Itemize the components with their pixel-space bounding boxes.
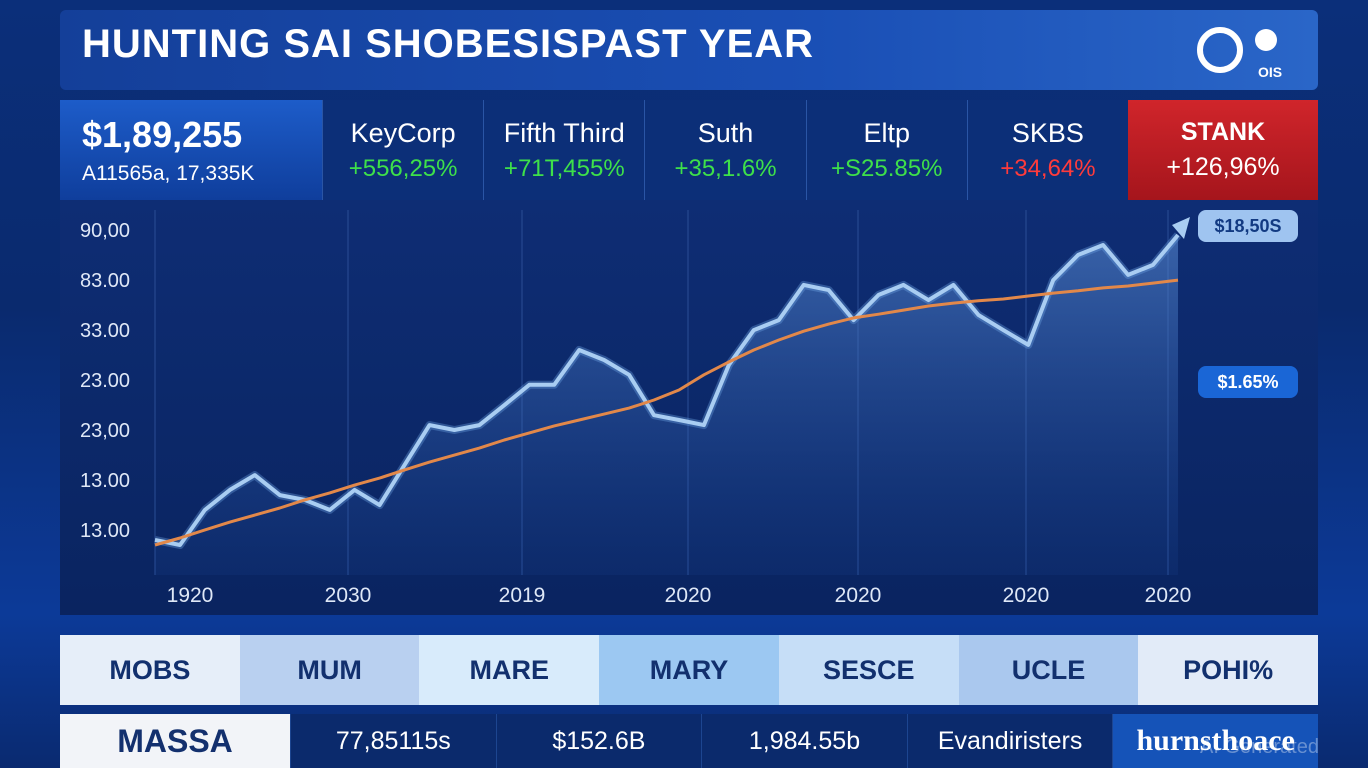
callout-label: $1.65% [1217, 372, 1278, 392]
ticker-name: SKBS [1011, 117, 1084, 148]
logo-text: OIS [1258, 64, 1283, 80]
chart: 1920 2030 2019 2020 2020 2020 2020 90,00 83.00 33… [60, 200, 1318, 615]
ticker: KeyCorp +556,25% [322, 100, 483, 200]
highlight-name: STANK [1180, 118, 1266, 146]
y-tick-label: 83.00 [80, 270, 130, 292]
ticker-change: +35,1.6% [674, 154, 777, 182]
y-tick-label: 33.00 [80, 320, 130, 342]
tab[interactable]: POHI% [1138, 635, 1319, 705]
ticker-change: +S25.85% [831, 154, 943, 182]
x-tick-label: 2020 [1145, 584, 1192, 607]
ticker: Eltp +S25.85% [805, 100, 967, 200]
footer-item: Evandiristers [906, 714, 1113, 768]
ticker-name: Eltp [863, 117, 910, 148]
x-tick-label: 2019 [499, 584, 546, 607]
area [155, 235, 1178, 575]
x-tick-label: 2020 [835, 584, 882, 607]
logo [1197, 27, 1277, 73]
y-tick-label: 23.00 [80, 370, 130, 392]
ticker-change: +34,64% [1000, 154, 1096, 182]
arrow-head [1172, 216, 1190, 239]
highlight-change: +126,96% [1166, 153, 1280, 181]
lead-quote: $1,89,255 A11565a, 17,335K [60, 100, 322, 200]
title: HUNTING SAI SHOBESISPAST YEAR [82, 22, 815, 66]
y-tick-label: 23,00 [80, 420, 130, 442]
ticker-change: +71T,455% [503, 154, 625, 182]
callout-box [1198, 210, 1298, 242]
tab[interactable]: MARE [419, 635, 600, 705]
footer-item: MASSA [60, 714, 290, 768]
callout-label: $18,50S [1214, 216, 1281, 236]
lead-sub: A11565a, 17,335K [82, 162, 255, 185]
line [154, 233, 1180, 547]
header-bar [60, 10, 1318, 90]
x-tick-label: 2030 [325, 584, 372, 607]
y-tick-label: 90,00 [80, 220, 130, 242]
tab[interactable]: UCLE [958, 635, 1139, 705]
x-tick-label: 2020 [665, 584, 712, 607]
x-tick-label: 1920 [167, 584, 214, 607]
callout-box [1198, 366, 1298, 398]
ticker: Fifth Third +71T,455% [483, 100, 644, 200]
ticker-name: Suth [697, 117, 754, 148]
tab[interactable]: MUM [239, 635, 420, 705]
y-tick-label: 13.00 [80, 470, 130, 492]
footer-bar: MASSA 77,85115s $152.6B 1,984.55b Evandirist… [60, 714, 1318, 768]
ticker-bar: $1,89,255 A11565a, 17,335K KeyCorp +556,2… [60, 100, 1319, 200]
highlight-quote: STANK +126,96% [1128, 100, 1319, 200]
x-tick-label: 2020 [1003, 584, 1050, 607]
ticker: SKBS +34,64% [966, 100, 1128, 200]
line [154, 278, 1179, 547]
tab-bar: MOBS MUM MARE MARY SESCE UCLE POHI% [60, 635, 1319, 705]
ticker-name: Fifth Third [503, 117, 625, 148]
ticker: Suth +35,1.6% [644, 100, 805, 200]
footer-item: hurnsthoace [1112, 714, 1318, 768]
footer-item: $152.6B [495, 714, 702, 768]
ticker-name: KeyCorp [350, 117, 456, 148]
footer-item: 1,984.55b [701, 714, 907, 768]
lead-price: $1,89,255 [82, 114, 243, 155]
footer-item: 77,85115s [290, 714, 496, 768]
tab[interactable]: SESCE [778, 635, 959, 705]
watermark: AI Generated [1200, 736, 1319, 758]
y-tick-label: 13.00 [80, 520, 130, 542]
tab[interactable]: MOBS [60, 635, 240, 705]
tab[interactable]: MARY [599, 635, 779, 705]
ticker-change: +556,25% [348, 154, 458, 182]
